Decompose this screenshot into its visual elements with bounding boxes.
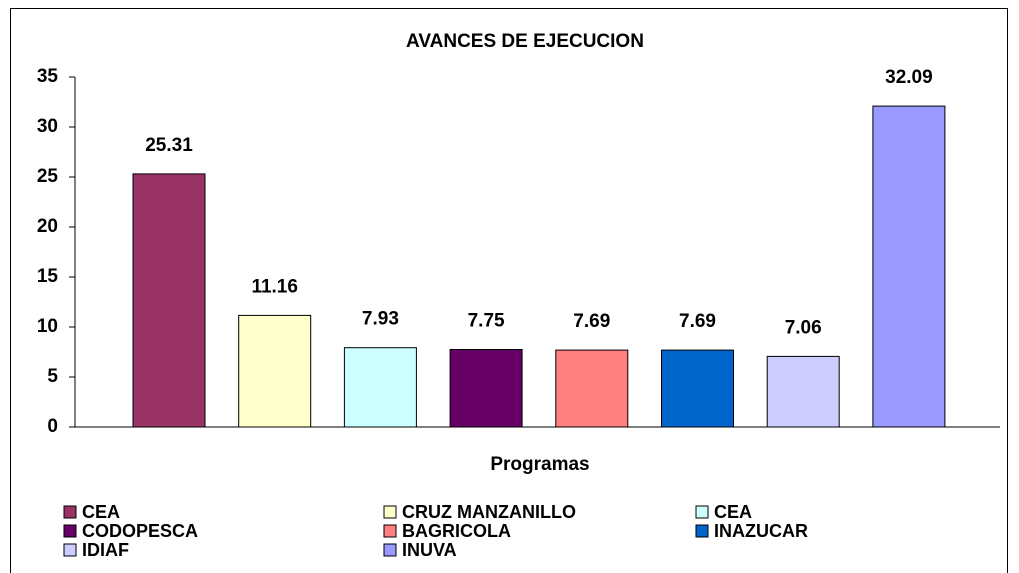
legend-label: INAZUCAR	[714, 521, 808, 541]
legend-label: INUVA	[402, 540, 457, 560]
y-tick-label: 15	[37, 266, 59, 287]
legend-label: CODOPESCA	[82, 521, 198, 541]
data-label: 25.31	[145, 135, 193, 156]
legend-label: IDIAF	[82, 540, 129, 560]
bar	[555, 349, 629, 428]
legend-label: BAGRICOLA	[402, 521, 511, 541]
bar	[132, 173, 206, 428]
legend-swatch	[695, 505, 709, 519]
legend-swatch	[383, 505, 397, 519]
y-tick-label: 5	[47, 366, 58, 387]
bar	[661, 349, 734, 428]
bar	[872, 105, 946, 428]
data-label: 7.69	[573, 311, 610, 332]
bar	[238, 314, 312, 428]
data-label: 7.93	[362, 309, 399, 330]
data-label: 7.06	[785, 317, 822, 338]
bar	[766, 355, 840, 428]
data-label: 7.69	[679, 311, 716, 332]
x-axis-label: Programas	[490, 454, 589, 475]
legend-label: CEA	[714, 502, 752, 522]
data-label: 7.75	[468, 311, 505, 332]
legend-swatch	[383, 524, 397, 538]
data-label: 32.09	[885, 67, 933, 88]
y-tick-label: 20	[37, 216, 58, 237]
legend-label: CRUZ MANZANILLO	[402, 502, 576, 522]
bar	[343, 347, 417, 428]
legend-swatch	[695, 524, 709, 538]
y-tick-label: 25	[37, 166, 59, 187]
legend-swatch	[63, 543, 77, 557]
legend-swatch	[63, 524, 77, 538]
y-tick-label: 30	[37, 116, 58, 137]
bar	[449, 349, 523, 428]
data-label: 11.16	[251, 276, 298, 297]
y-tick-label: 10	[37, 316, 58, 337]
legend-swatch	[63, 505, 77, 519]
legend-swatch	[383, 543, 397, 557]
legend-label: CEA	[82, 502, 120, 522]
y-tick-label: 35	[37, 66, 59, 87]
y-tick-label: 0	[47, 416, 58, 437]
chart-title: AVANCES DE EJECUCION	[406, 31, 644, 52]
